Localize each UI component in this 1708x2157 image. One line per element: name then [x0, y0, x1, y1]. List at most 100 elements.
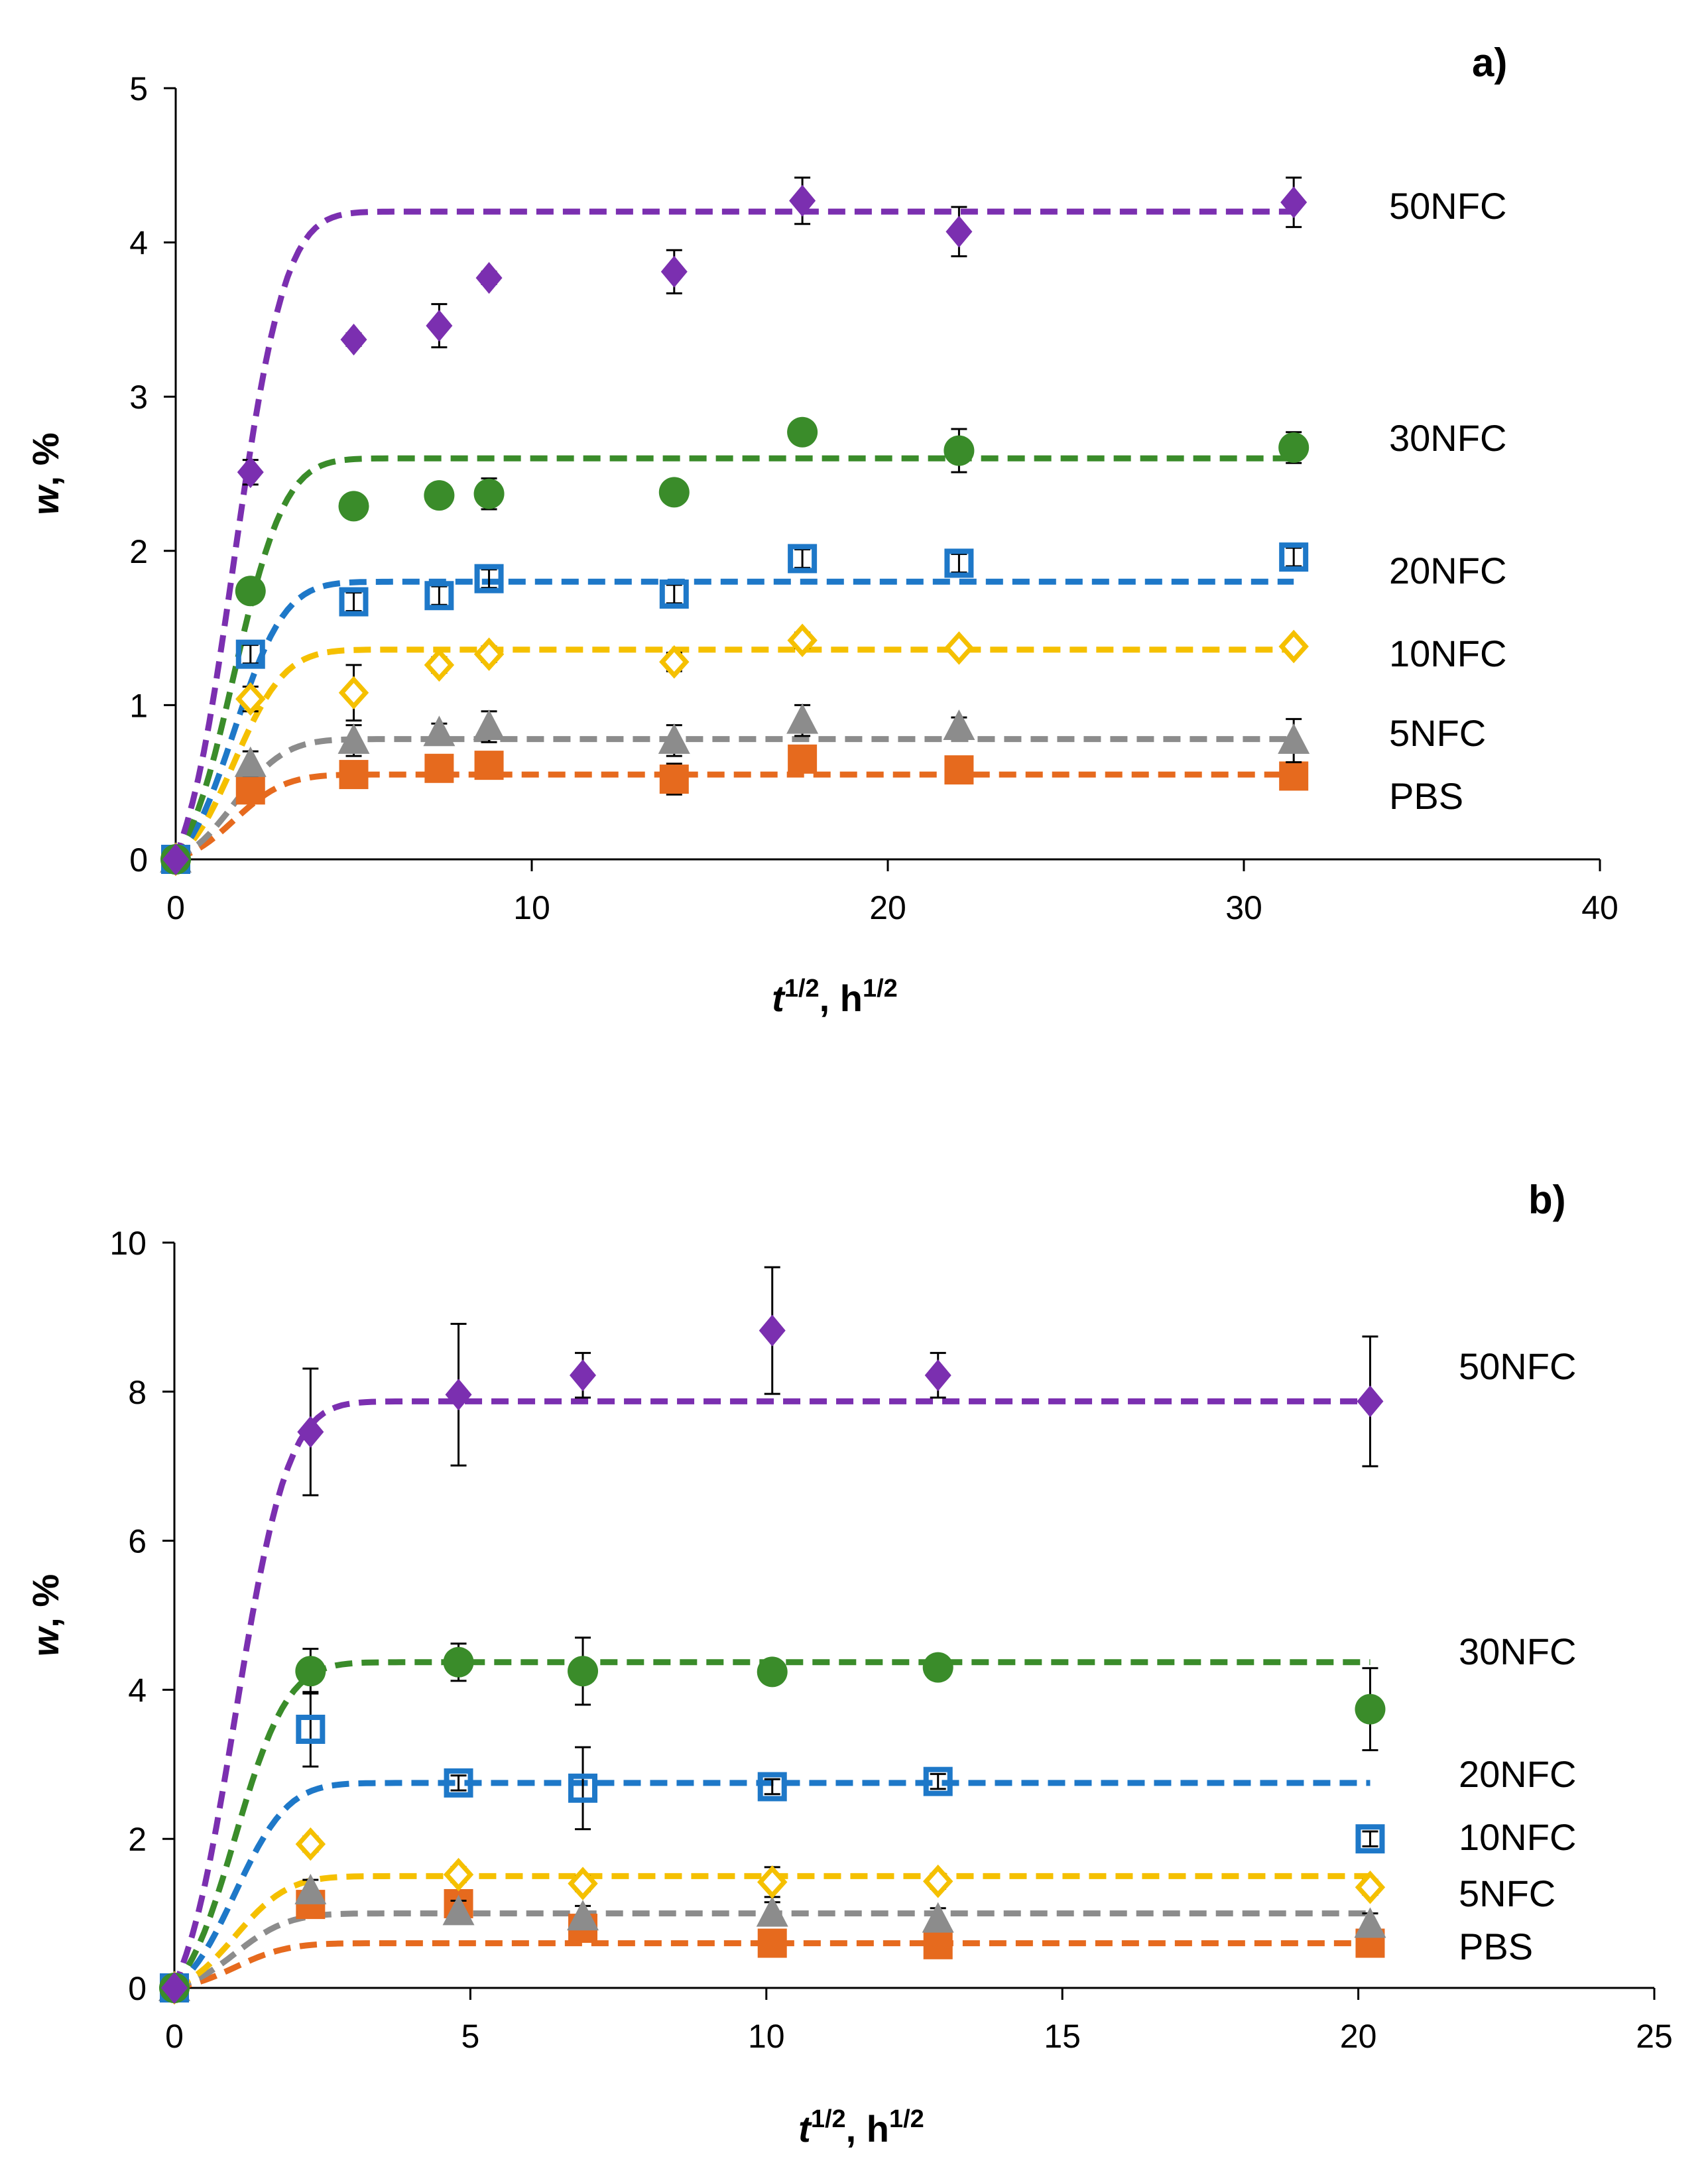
- point-5nfc: [473, 709, 505, 740]
- series-label-pbs: PBS: [1459, 1926, 1533, 1967]
- point-pbs: [659, 765, 689, 794]
- point-50nfc: [789, 184, 816, 217]
- chart-panel-b: 0 5 10 15 20 25 0 2 4 6 8 10 b) t1/2, h1/2 w, % PBS 5NFC…: [25, 1178, 1673, 2150]
- point-pbs: [235, 775, 265, 805]
- point-5nfc: [1354, 1907, 1386, 1938]
- y-tick-label: 6: [128, 1523, 147, 1560]
- y-axis-title: w, %: [25, 1574, 66, 1656]
- point-10nfc: [944, 631, 975, 665]
- series-label-50nfc: 50NFC: [1389, 185, 1506, 227]
- point-50nfc: [426, 310, 453, 342]
- point-pbs: [474, 751, 504, 780]
- x-tick-label: 10: [513, 889, 550, 926]
- series-label-5nfc: 5NFC: [1389, 712, 1486, 754]
- point-5nfc: [786, 703, 819, 734]
- x-tick-label: 40: [1581, 889, 1618, 926]
- fit-curve-20nfc: [173, 578, 1294, 861]
- point-10nfc: [659, 645, 690, 679]
- y-tick-label: 2: [128, 1821, 147, 1858]
- point-10nfc: [568, 1867, 598, 1900]
- point-30nfc: [338, 491, 369, 522]
- x-tick-label: 20: [869, 889, 906, 926]
- point-50nfc: [340, 324, 367, 356]
- point-10nfc: [424, 648, 455, 682]
- point-50nfc: [161, 1972, 188, 2004]
- point-5nfc: [922, 1902, 954, 1933]
- point-20nfc: [235, 639, 265, 669]
- point-50nfc: [1357, 1385, 1384, 1418]
- point-50nfc: [475, 262, 503, 294]
- y-tick-label: 8: [128, 1374, 147, 1411]
- series-label-pbs: PBS: [1389, 775, 1463, 817]
- point-5nfc: [423, 715, 456, 747]
- series-label-30nfc: 30NFC: [1459, 1631, 1576, 1672]
- point-20nfc: [474, 564, 504, 593]
- series-label-20nfc: 20NFC: [1389, 550, 1506, 591]
- series-label-5nfc: 5NFC: [1459, 1873, 1555, 1914]
- point-pbs: [788, 744, 818, 774]
- y-tick-label: 0: [129, 841, 148, 879]
- series-label-10nfc: 10NFC: [1389, 633, 1506, 674]
- point-30nfc: [443, 1646, 474, 1678]
- series-label-50nfc: 50NFC: [1459, 1345, 1576, 1387]
- point-30nfc: [658, 477, 690, 508]
- point-50nfc: [297, 1416, 324, 1448]
- point-pbs: [757, 1928, 787, 1958]
- point-20nfc: [444, 1768, 473, 1798]
- point-20nfc: [757, 1772, 787, 1802]
- point-20nfc: [1279, 542, 1309, 572]
- point-20nfc: [788, 544, 818, 574]
- point-30nfc: [295, 1656, 326, 1687]
- point-5nfc: [294, 1873, 327, 1904]
- x-tick-label: 10: [748, 2018, 785, 2055]
- y-tick-label: 3: [129, 379, 148, 416]
- y-tick-label: 5: [129, 70, 148, 107]
- point-30nfc: [944, 435, 975, 466]
- point-30nfc: [787, 416, 818, 448]
- point-5nfc: [1278, 723, 1310, 754]
- point-5nfc: [756, 1896, 788, 1927]
- point-50nfc: [570, 1359, 597, 1392]
- point-pbs: [424, 753, 454, 783]
- panel-label: a): [1472, 40, 1507, 85]
- series-label-30nfc: 30NFC: [1389, 417, 1506, 459]
- point-pbs: [1279, 761, 1309, 791]
- point-30nfc: [235, 576, 266, 607]
- point-20nfc: [296, 1714, 326, 1744]
- point-20nfc: [424, 581, 454, 611]
- point-30nfc: [1278, 432, 1310, 463]
- point-30nfc: [922, 1652, 953, 1683]
- point-10nfc: [1278, 629, 1309, 664]
- series-label-10nfc: 10NFC: [1459, 1816, 1576, 1858]
- point-pbs: [944, 755, 974, 785]
- point-20nfc: [659, 579, 689, 609]
- point-30nfc: [424, 480, 455, 511]
- fit-curve-50nfc: [171, 1398, 1371, 1989]
- point-50nfc: [162, 843, 189, 875]
- y-tick-label: 10: [109, 1225, 147, 1262]
- x-tick-label: 0: [165, 2018, 184, 2055]
- y-tick-label: 2: [129, 533, 148, 570]
- x-tick-label: 5: [461, 2018, 479, 2055]
- point-10nfc: [235, 682, 266, 716]
- point-10nfc: [443, 1857, 474, 1892]
- point-20nfc: [944, 548, 974, 578]
- panel-label: b): [1528, 1178, 1566, 1222]
- point-30nfc: [757, 1656, 788, 1688]
- point-50nfc: [924, 1359, 951, 1392]
- fit-curve-pbs: [174, 771, 1294, 863]
- chart-panel-a: 0 10 20 30 40 0 1 2 3 4 5 a) t1/2, h1/2 w, % PBS 5NFC 10…: [25, 40, 1618, 1019]
- y-tick-label: 1: [129, 687, 148, 724]
- point-10nfc: [473, 637, 505, 671]
- point-10nfc: [757, 1865, 788, 1899]
- x-tick-label: 25: [1636, 2018, 1673, 2055]
- point-50nfc: [759, 1314, 786, 1347]
- y-tick-label: 4: [129, 225, 148, 262]
- fit-curve-50nfc: [172, 208, 1294, 861]
- point-20nfc: [1355, 1824, 1385, 1854]
- y-axis-title: w, %: [25, 432, 66, 515]
- point-5nfc: [234, 746, 267, 777]
- point-5nfc: [337, 723, 370, 754]
- point-10nfc: [295, 1827, 326, 1861]
